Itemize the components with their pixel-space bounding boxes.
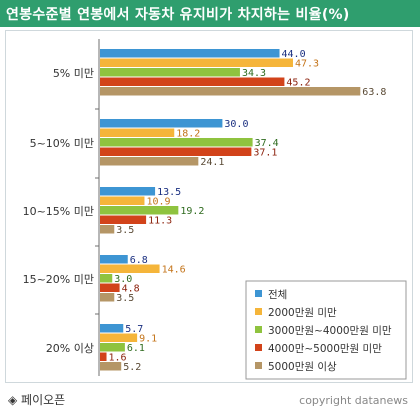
value-label-1-5: 63.8 <box>362 87 386 98</box>
chart-title: 연봉수준별 연봉에서 자동차 유지비가 차지하는 비율(%) <box>6 7 350 23</box>
legend-label-2: 2000만원 미만 <box>268 307 337 319</box>
value-label-1-1: 44.0 <box>282 49 306 60</box>
source-label: ◈ 페이오픈 <box>8 393 66 407</box>
bar-2-3 <box>100 138 253 147</box>
bar-1-1 <box>100 49 280 58</box>
value-label-4-1: 6.8 <box>130 255 148 266</box>
value-label-5-5: 5.2 <box>123 362 141 373</box>
title-bar: 연봉수준별 연봉에서 자동차 유지비가 차지하는 비율(%) <box>0 0 420 27</box>
legend-label-5: 5000만원 이상 <box>268 361 337 373</box>
value-label-2-5: 24.1 <box>200 157 224 168</box>
value-label-1-2: 47.3 <box>295 59 319 70</box>
legend-label-4: 4000만~5000만원 미만 <box>268 343 382 355</box>
legend-swatch-5 <box>255 362 262 369</box>
bar-4-5 <box>100 293 115 302</box>
bar-4-3 <box>100 274 113 283</box>
category-label-4: 15~20% 미만 <box>23 273 94 286</box>
value-label-3-2: 10.9 <box>146 197 170 208</box>
bar-1-3 <box>100 68 240 77</box>
value-label-2-1: 30.0 <box>224 119 248 130</box>
bar-4-4 <box>100 283 120 292</box>
value-label-2-4: 37.1 <box>253 148 277 159</box>
value-label-4-3: 3.0 <box>114 274 132 285</box>
legend-swatch-2 <box>255 308 262 315</box>
copyright-label: copyright datanews <box>299 394 408 407</box>
bar-2-1 <box>100 119 223 128</box>
value-label-5-4: 1.6 <box>109 353 127 364</box>
bar-4-2 <box>100 264 160 273</box>
value-label-4-2: 14.6 <box>162 265 186 276</box>
bar-5-3 <box>100 343 125 352</box>
legend-box <box>245 280 407 380</box>
legend-label-3: 3000만원~4000만원 미만 <box>268 325 392 337</box>
chart-frame: 5% 미만 44.0 47.3 34.3 45.2 63.8 5~10% 미만 30.0 18.… <box>5 30 413 383</box>
value-label-2-3: 37.4 <box>255 138 279 149</box>
bar-chart: 5% 미만 44.047.3 34.3 45.2 63.8 5~10% 미만 30.0 18.… <box>23 39 407 380</box>
bar-2-2 <box>100 128 175 137</box>
bar-4-1 <box>100 255 128 264</box>
value-label-1-4: 45.2 <box>286 78 310 89</box>
value-label-3-4: 11.3 <box>148 216 172 227</box>
legend-label-1: 전체 <box>268 289 287 301</box>
value-label-3-1: 13.5 <box>157 187 181 198</box>
legend-swatch-1 <box>255 290 262 297</box>
value-label-5-2: 9.1 <box>139 334 157 345</box>
category-label-5: 20% 이상 <box>46 342 94 355</box>
legend-swatch-4 <box>255 344 262 351</box>
value-label-4-5: 3.5 <box>116 293 134 304</box>
bar-3-5 <box>100 225 115 234</box>
bar-1-4 <box>100 77 285 86</box>
value-label-5-3: 6.1 <box>127 343 145 354</box>
bar-3-1 <box>100 187 156 196</box>
bar-1-2 <box>100 58 293 67</box>
value-label-2-2: 18.2 <box>176 129 200 140</box>
category-label-1: 5% 미만 <box>53 67 94 80</box>
bar-3-2 <box>100 196 145 205</box>
bar-5-2 <box>100 333 138 342</box>
category-label-3: 10~15% 미만 <box>23 205 94 218</box>
bar-1-5 <box>100 87 361 96</box>
bar-3-4 <box>100 215 147 224</box>
category-label-2: 5~10% 미만 <box>30 137 94 150</box>
value-label-4-4: 4.8 <box>122 284 140 295</box>
value-label-3-3: 19.2 <box>180 206 204 217</box>
bar-2-4 <box>100 147 252 156</box>
bar-5-5 <box>100 362 122 371</box>
value-label-1-3: 34.3 <box>242 68 266 79</box>
bar-5-1 <box>100 324 124 333</box>
legend-swatch-3 <box>255 326 262 333</box>
value-label-3-5: 3.5 <box>116 225 134 236</box>
bar-3-3 <box>100 206 179 215</box>
bar-5-4 <box>100 352 107 361</box>
value-label-5-1: 5.7 <box>125 324 143 335</box>
bar-2-5 <box>100 157 199 166</box>
